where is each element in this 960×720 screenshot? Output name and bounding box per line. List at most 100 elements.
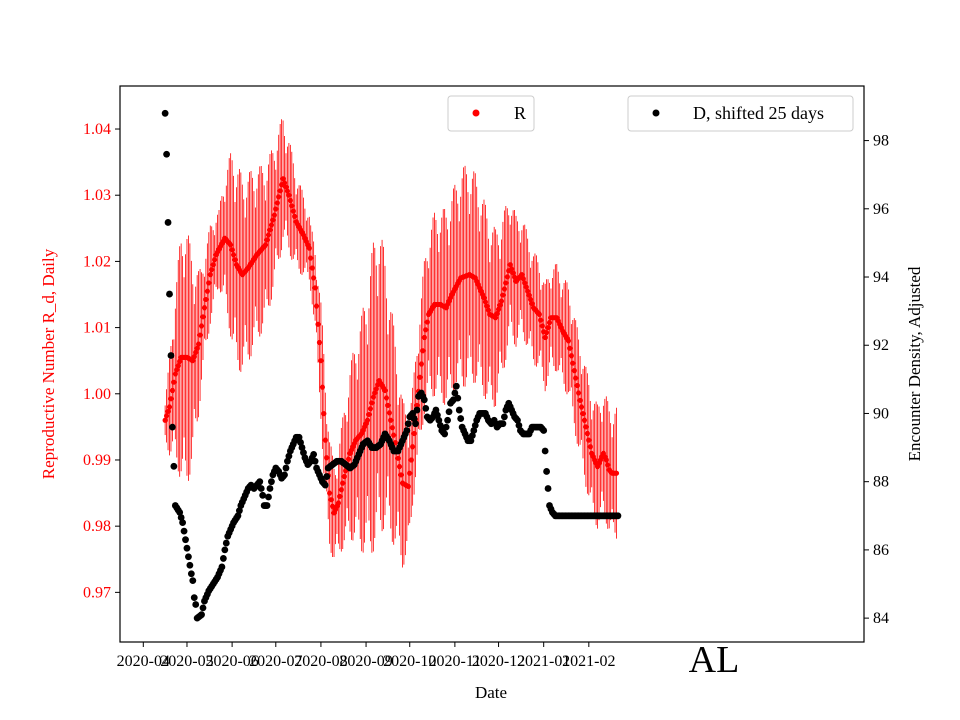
d-point bbox=[259, 491, 267, 499]
r-point bbox=[190, 358, 196, 364]
r-point bbox=[405, 483, 411, 490]
r-point bbox=[423, 327, 429, 333]
r-point bbox=[210, 262, 216, 268]
r-point bbox=[265, 232, 272, 238]
r-point bbox=[193, 349, 199, 356]
d-point bbox=[540, 427, 548, 434]
left-y-tick-label: 1.02 bbox=[83, 253, 111, 270]
r-point bbox=[309, 265, 315, 271]
r-point bbox=[175, 363, 181, 369]
r-point bbox=[168, 396, 174, 402]
x-tick-label: 2020-11 bbox=[429, 653, 482, 670]
d-point bbox=[164, 219, 172, 226]
d-point bbox=[500, 413, 508, 421]
left-y-tick-label: 1.03 bbox=[83, 187, 111, 204]
d-point bbox=[163, 150, 170, 158]
r-point bbox=[386, 410, 392, 416]
r-point bbox=[605, 462, 611, 468]
d-point bbox=[297, 439, 304, 446]
legend-r-box bbox=[447, 95, 535, 132]
r-point bbox=[196, 341, 202, 347]
d-point bbox=[471, 421, 479, 429]
r-point bbox=[418, 361, 424, 367]
d-point bbox=[161, 109, 169, 117]
r-point bbox=[481, 295, 487, 301]
r-point bbox=[230, 252, 237, 258]
r-point bbox=[287, 197, 293, 204]
d-point bbox=[614, 512, 622, 520]
r-point bbox=[421, 334, 427, 341]
r-point bbox=[316, 339, 323, 346]
r-point bbox=[162, 417, 168, 423]
d-point bbox=[183, 544, 191, 552]
d-point bbox=[543, 468, 550, 475]
d-point bbox=[442, 423, 450, 431]
right-y-tick-label: 84 bbox=[873, 610, 889, 627]
r-point bbox=[484, 303, 490, 309]
right-y-tick-label: 96 bbox=[873, 201, 889, 218]
r-point bbox=[370, 394, 376, 400]
r-point bbox=[212, 257, 218, 263]
d-point bbox=[221, 546, 229, 554]
d-point bbox=[169, 423, 176, 431]
r-point bbox=[526, 292, 532, 298]
d-point bbox=[167, 352, 175, 359]
r-point bbox=[522, 280, 528, 286]
d-point bbox=[403, 427, 411, 434]
r-point bbox=[318, 358, 324, 364]
r-point bbox=[565, 338, 572, 344]
left-y-axis-ticks: 0.97 0.98 0.99 1.00 1.01 1.02 1.03 1.04 bbox=[83, 121, 120, 601]
r-point bbox=[577, 397, 583, 404]
r-point bbox=[207, 272, 213, 278]
left-y-tick-label: 1.00 bbox=[83, 386, 111, 403]
right-y-axis-ticks: 84 86 88 90 92 94 96 98 bbox=[864, 133, 889, 627]
d-point bbox=[323, 473, 331, 480]
plot-frame bbox=[119, 85, 865, 643]
d-point bbox=[268, 478, 275, 486]
r-point bbox=[570, 360, 576, 366]
d-point bbox=[285, 452, 293, 460]
d-point bbox=[420, 396, 428, 404]
d-point bbox=[444, 416, 451, 424]
right-y-tick-label: 98 bbox=[873, 133, 889, 150]
r-point bbox=[495, 306, 502, 312]
r-point bbox=[197, 332, 203, 338]
r-point bbox=[525, 288, 531, 294]
d-point bbox=[218, 563, 226, 571]
d-point bbox=[467, 437, 475, 445]
r-point bbox=[573, 375, 579, 381]
r-point bbox=[335, 500, 341, 506]
r-point bbox=[567, 345, 573, 351]
r-point bbox=[494, 310, 500, 317]
r-point bbox=[510, 270, 516, 276]
r-point bbox=[322, 437, 328, 443]
left-y-axis-label: Reproductive Number R_d, Daily bbox=[39, 248, 58, 479]
r-point bbox=[414, 402, 420, 408]
d-point bbox=[189, 577, 197, 585]
d-point bbox=[295, 433, 303, 441]
d-point bbox=[514, 416, 521, 424]
r-point bbox=[171, 379, 177, 385]
r-point bbox=[408, 457, 414, 463]
d-point bbox=[441, 430, 449, 438]
r-point bbox=[613, 470, 620, 476]
r-point bbox=[345, 456, 352, 462]
r-point bbox=[398, 472, 404, 478]
r-point bbox=[284, 188, 291, 194]
d-point bbox=[298, 444, 306, 451]
r-point bbox=[369, 400, 375, 406]
r-point bbox=[209, 267, 215, 273]
r-point bbox=[536, 311, 542, 317]
r-point bbox=[580, 411, 586, 417]
r-point bbox=[527, 296, 534, 303]
x-axis-label: Date bbox=[475, 683, 507, 702]
r-point bbox=[340, 480, 346, 486]
r-point bbox=[169, 387, 176, 394]
r-point bbox=[262, 242, 269, 248]
left-y-tick-label: 0.98 bbox=[83, 518, 111, 535]
r-point bbox=[274, 200, 280, 206]
r-point bbox=[324, 455, 330, 461]
d-point bbox=[455, 406, 463, 414]
d-point bbox=[176, 508, 184, 516]
